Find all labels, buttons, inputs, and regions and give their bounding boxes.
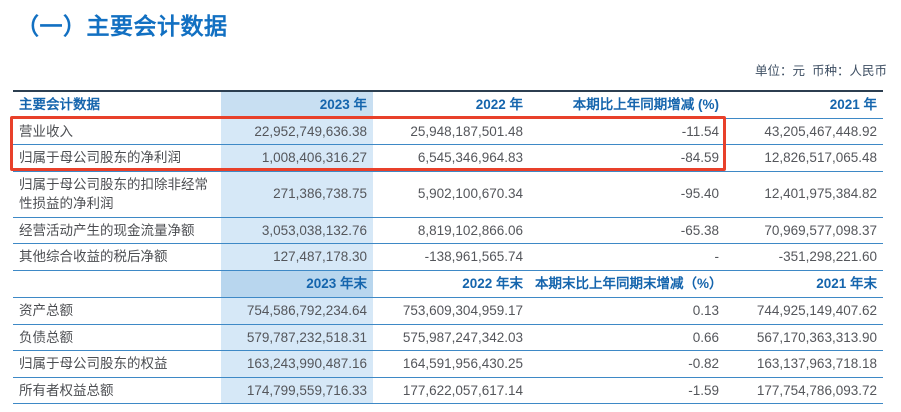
value-2021: 567,170,363,313.90: [756, 329, 877, 345]
value-2023: 163,243,990,487.16: [221, 350, 373, 378]
col-header-2022-end: 2022 年末: [462, 276, 523, 292]
col-header-2023: 2023 年: [221, 91, 373, 119]
row-label: 经营活动产生的现金流量净额: [19, 222, 195, 238]
value-2023: 3,053,038,132.76: [221, 217, 373, 244]
row-label: 负债总额: [19, 329, 73, 345]
value-change: -: [714, 249, 720, 265]
value-2022: 164,591,956,430.25: [402, 356, 523, 372]
value-2022: -138,961,565.74: [424, 249, 523, 265]
col-header-2021-end: 2021 年末: [816, 276, 877, 292]
value-change: -84.59: [680, 150, 719, 166]
row-label: 其他综合收益的税后净额: [19, 249, 168, 265]
row-label: 所有者权益总额: [19, 382, 114, 398]
table-header-year-end: 2023 年末 2022 年末 本期末比上年同期末增减（%） 2021 年末: [13, 270, 883, 298]
row-label: 归属于母公司股东的权益: [19, 356, 168, 372]
value-2021: 163,137,963,718.18: [756, 356, 877, 372]
table-row-revenue: 营业收入 22,952,749,636.38 25,948,187,501.48…: [13, 118, 883, 145]
row-label: 资产总额: [19, 302, 73, 318]
value-2021: 177,754,786,093.72: [756, 382, 877, 398]
accounting-data-table: 主要会计数据 2023 年 2022 年 本期比上年同期增减 (%) 2021 …: [13, 90, 883, 404]
col-header-2022: 2022 年: [475, 97, 523, 112]
table-row-parent-equity: 归属于母公司股东的权益 163,243,990,487.16 164,591,9…: [13, 350, 883, 378]
col-header-label: [13, 270, 221, 297]
value-2022: 8,819,102,866.06: [417, 222, 523, 238]
col-header-change: 本期比上年同期增减 (%): [572, 97, 719, 112]
row-label: 营业收入: [19, 123, 73, 139]
table-header-annual: 主要会计数据 2023 年 2022 年 本期比上年同期增减 (%) 2021 …: [13, 91, 883, 119]
value-2023: 579,787,232,518.31: [221, 324, 373, 351]
value-change: 0.13: [692, 302, 719, 318]
row-label: 归属于母公司股东的扣除非经常性损益的净利润: [19, 176, 208, 212]
table-row-operating-cash-flow: 经营活动产生的现金流量净额 3,053,038,132.76 8,819,102…: [13, 217, 883, 244]
value-2022: 575,987,247,342.03: [402, 329, 523, 345]
col-header-2023-end: 2023 年末: [221, 270, 373, 298]
value-change: -11.54: [681, 123, 719, 139]
row-label: 归属于母公司股东的净利润: [19, 150, 181, 166]
col-header-label: 主要会计数据: [19, 97, 100, 112]
value-2021: 43,205,467,448.92: [764, 123, 877, 139]
value-2022: 6,545,346,964.83: [417, 150, 523, 166]
table-row-total-liabilities: 负债总额 579,787,232,518.31 575,987,247,342.…: [13, 324, 883, 351]
value-change: -95.40: [680, 186, 719, 202]
table-row-deducted-net-profit: 归属于母公司股东的扣除非经常性损益的净利润 271,386,738.75 5,9…: [13, 171, 883, 218]
value-2021: 12,826,517,065.48: [764, 150, 877, 166]
col-header-change-end: 本期末比上年同期末增减（%）: [535, 276, 723, 292]
value-2023: 22,952,749,636.38: [221, 118, 373, 145]
value-2022: 177,622,057,617.14: [402, 382, 523, 398]
value-2023: 1,008,406,316.27: [221, 144, 373, 172]
value-2022: 25,948,187,501.48: [410, 123, 523, 139]
value-change: 0.66: [692, 329, 719, 345]
value-2023: 174,799,559,716.33: [221, 377, 373, 404]
value-2021: 12,401,975,384.82: [764, 186, 877, 202]
value-change: -1.59: [688, 382, 719, 398]
table-row-other-comprehensive-income: 其他综合收益的税后净额 127,487,178.30 -138,961,565.…: [13, 243, 883, 271]
page-title: （一）主要会计数据: [16, 13, 228, 39]
value-2023: 754,586,792,234.64: [221, 297, 373, 324]
unit-currency-note: 单位：元 币种：人民币: [755, 64, 887, 78]
value-2021: 744,925,149,407.62: [756, 302, 877, 318]
table-row-net-profit: 归属于母公司股东的净利润 1,008,406,316.27 6,545,346,…: [13, 144, 883, 172]
value-2022: 753,609,304,959.17: [402, 302, 523, 318]
value-2021: -351,298,221.60: [778, 249, 877, 265]
value-2021: 70,969,577,098.37: [764, 222, 877, 238]
value-change: -0.82: [688, 356, 719, 372]
value-2022: 5,902,100,670.34: [417, 186, 523, 202]
value-change: -65.38: [680, 222, 719, 238]
col-header-2021: 2021 年: [829, 97, 877, 112]
table-row-total-assets: 资产总额 754,586,792,234.64 753,609,304,959.…: [13, 297, 883, 324]
value-2023: 127,487,178.30: [221, 243, 373, 271]
table-row-total-equity: 所有者权益总额 174,799,559,716.33 177,622,057,6…: [13, 377, 883, 404]
value-2023: 271,386,738.75: [221, 171, 373, 218]
